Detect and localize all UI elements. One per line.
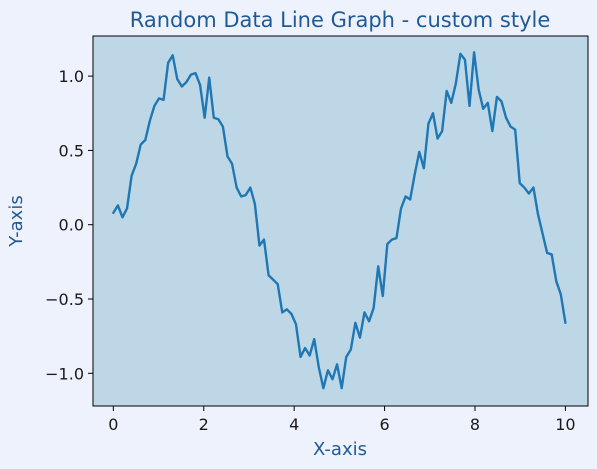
- plot-area-background: [93, 36, 588, 406]
- y-tick-label: 1.0: [59, 67, 84, 86]
- axis-ticks: 0 2 4 6 8 10 −1.0 −0.5 0.0 0.5 1.0: [45, 67, 575, 434]
- chart-title: Random Data Line Graph - custom style: [130, 8, 551, 32]
- plot-frame: [92, 35, 589, 407]
- y-axis-label: Y-axis: [6, 195, 27, 247]
- x-axis-label: X-axis: [313, 439, 367, 460]
- x-tick-label: 10: [555, 415, 575, 434]
- x-tick-label: 8: [470, 415, 480, 434]
- x-tick-label: 4: [289, 415, 299, 434]
- series-layer: [112, 51, 567, 390]
- series-line: [112, 51, 567, 390]
- x-tick-label: 0: [108, 415, 118, 434]
- y-tick-label: 0.0: [59, 216, 84, 235]
- y-tick-label: −1.0: [45, 364, 84, 383]
- x-tick-label: 2: [199, 415, 209, 434]
- y-tick-label: 0.5: [59, 141, 84, 160]
- x-tick-label: 6: [379, 415, 389, 434]
- y-tick-label: −0.5: [45, 290, 84, 309]
